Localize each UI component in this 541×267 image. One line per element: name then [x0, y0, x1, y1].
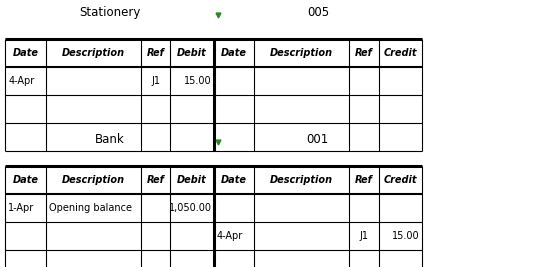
Text: 15.00: 15.00: [184, 76, 212, 86]
Text: 1,050.00: 1,050.00: [169, 203, 212, 213]
Text: Ref: Ref: [147, 48, 164, 58]
Text: Date: Date: [221, 48, 247, 58]
Text: Description: Description: [270, 175, 333, 184]
Text: 15.00: 15.00: [392, 231, 420, 241]
Text: Debit: Debit: [177, 175, 207, 184]
Text: Description: Description: [62, 175, 125, 184]
Text: Ref: Ref: [355, 48, 373, 58]
Text: Ref: Ref: [147, 175, 164, 184]
Text: Date: Date: [12, 48, 39, 58]
Text: 1-Apr: 1-Apr: [8, 203, 35, 213]
Text: Opening balance: Opening balance: [49, 203, 131, 213]
Text: 005: 005: [307, 6, 329, 19]
Text: Description: Description: [62, 48, 125, 58]
Text: J1: J1: [151, 76, 160, 86]
Text: Debit: Debit: [177, 48, 207, 58]
Text: J1: J1: [359, 231, 368, 241]
Text: 4-Apr: 4-Apr: [8, 76, 35, 86]
Text: 001: 001: [307, 132, 329, 146]
Text: Description: Description: [270, 48, 333, 58]
Text: Bank: Bank: [95, 132, 124, 146]
Text: Ref: Ref: [355, 175, 373, 184]
Text: Date: Date: [12, 175, 39, 184]
Text: 4-Apr: 4-Apr: [216, 231, 243, 241]
Text: Credit: Credit: [384, 175, 417, 184]
Text: Credit: Credit: [384, 48, 417, 58]
Text: Date: Date: [221, 175, 247, 184]
Text: Stationery: Stationery: [79, 6, 140, 19]
